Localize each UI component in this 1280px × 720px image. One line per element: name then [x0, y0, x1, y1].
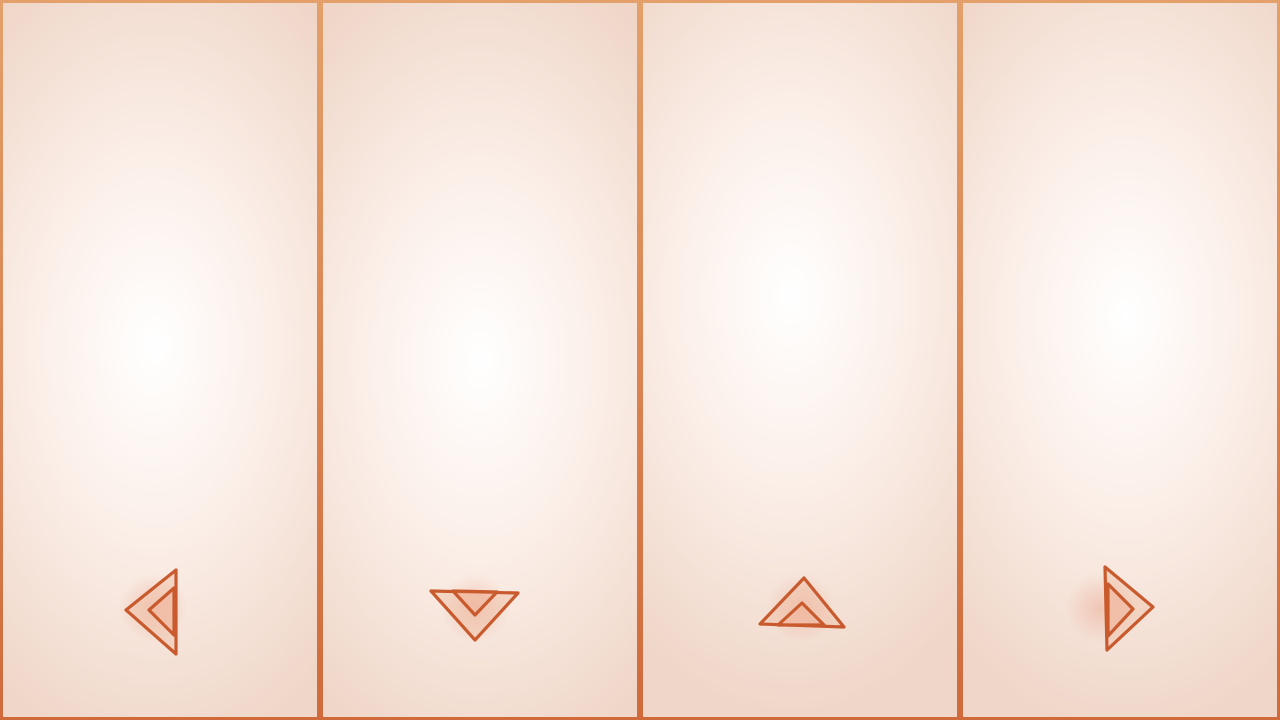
lane-background — [643, 3, 957, 717]
receptor-down[interactable] — [420, 553, 530, 663]
lane-background — [3, 3, 317, 717]
receptor-up[interactable] — [746, 553, 856, 663]
lane-down — [323, 3, 637, 717]
lane-left — [3, 3, 317, 717]
receptor-left[interactable] — [98, 553, 208, 663]
lane-up — [643, 3, 957, 717]
left-arrow-icon — [124, 568, 178, 656]
receptor-right[interactable] — [1045, 553, 1155, 663]
up-arrow-icon — [758, 576, 846, 629]
right-arrow-icon — [1103, 565, 1155, 652]
lane-right — [963, 3, 1277, 717]
down-arrow-icon — [429, 589, 520, 642]
